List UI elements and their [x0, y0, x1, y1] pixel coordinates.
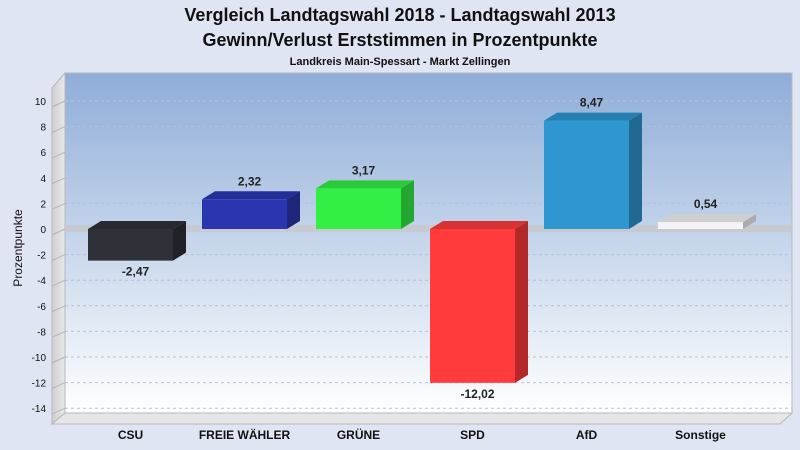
bar-top — [88, 221, 186, 229]
bar-front — [430, 229, 515, 383]
chart-subtitle: Landkreis Main-Spessart - Markt Zellinge… — [290, 56, 511, 68]
chart-title-2: Gewinn/Verlust Erststimmen in Prozentpun… — [202, 30, 597, 50]
bar-side — [743, 214, 756, 229]
chart-title: Vergleich Landtagswahl 2018 - Landtagswa… — [184, 5, 615, 25]
y-axis: 10 8 6 4 2 0 -2 -4 -6 -8 -10 -12 -14 — [32, 97, 47, 415]
bar-front — [544, 120, 629, 229]
x-axis: CSU FREIE WÄHLER GRÜNE SPD AfD Sonstige — [118, 427, 726, 442]
bar-top — [658, 214, 756, 223]
grid-line-wall — [51, 407, 66, 415]
bar-spd: -12,02 — [430, 221, 528, 401]
floor — [50, 412, 794, 425]
y-tick-label: -14 — [32, 404, 47, 415]
y-tick-label: -6 — [37, 302, 46, 313]
grid-line-wall — [51, 228, 66, 236]
grid-line-wall — [51, 177, 66, 185]
data-label: 3,17 — [352, 163, 376, 177]
y-tick-label: 0 — [40, 225, 46, 236]
bar-front — [202, 199, 287, 229]
y-tick-label: 2 — [40, 199, 46, 210]
bar-side — [401, 180, 414, 229]
data-label: 0,54 — [694, 197, 718, 211]
y-tick-label: -12 — [32, 379, 47, 390]
x-tick-label: SPD — [460, 428, 485, 442]
y-tick-label: 8 — [40, 123, 46, 134]
grid-line-wall — [51, 126, 66, 134]
y-tick-label: 6 — [40, 148, 46, 159]
bar-front — [316, 188, 401, 229]
bar-top — [316, 180, 414, 189]
grid-line-wall — [51, 330, 66, 338]
bars: -2,47 2,32 3,17 -12,02 8,47 0,54 — [88, 96, 756, 401]
y-axis-label: Prozentpunkte — [11, 209, 25, 287]
y-tick-label: -8 — [37, 327, 46, 338]
x-tick-label: Sonstige — [675, 428, 726, 442]
bar-top — [202, 191, 300, 200]
y-tick-label: -10 — [32, 353, 47, 364]
data-label: -2,47 — [122, 265, 150, 279]
x-tick-label: AfD — [576, 428, 598, 442]
bar-front — [658, 222, 743, 229]
plot-area — [64, 72, 793, 414]
data-label: 2,32 — [238, 174, 262, 188]
bar-top — [544, 112, 642, 121]
bar-sonstige: 0,54 — [658, 197, 756, 229]
grid-line-wall — [51, 356, 66, 364]
x-tick-label: CSU — [118, 428, 143, 442]
grid-line-wall — [51, 382, 66, 390]
bar-side — [629, 112, 642, 229]
grid-line-wall — [51, 254, 66, 262]
x-tick-label: GRÜNE — [337, 427, 380, 442]
grid-line-wall — [51, 151, 66, 159]
bar-afd: 8,47 — [544, 96, 642, 229]
grid-line-wall — [51, 305, 66, 313]
bar-grüne: 3,17 — [316, 163, 414, 229]
y-tick-label: -2 — [37, 251, 46, 262]
bar-side — [173, 221, 186, 261]
bar-side — [515, 221, 528, 383]
left-wall — [51, 71, 66, 426]
bar-freie-wähler: 2,32 — [202, 174, 300, 229]
bar-csu: -2,47 — [88, 221, 186, 279]
data-label: 8,47 — [580, 96, 604, 110]
x-tick-label: FREIE WÄHLER — [199, 427, 291, 442]
grid-line-wall — [51, 100, 66, 108]
data-label: -12,02 — [460, 387, 494, 401]
y-tick-label: -4 — [37, 276, 46, 287]
grid-line-wall — [51, 279, 66, 287]
bar-top — [430, 221, 528, 229]
y-tick-label: 10 — [35, 97, 47, 108]
y-tick-label: 4 — [40, 174, 46, 185]
grid-line-wall — [51, 202, 66, 210]
bar-side — [287, 191, 300, 229]
bar-front — [88, 229, 173, 261]
